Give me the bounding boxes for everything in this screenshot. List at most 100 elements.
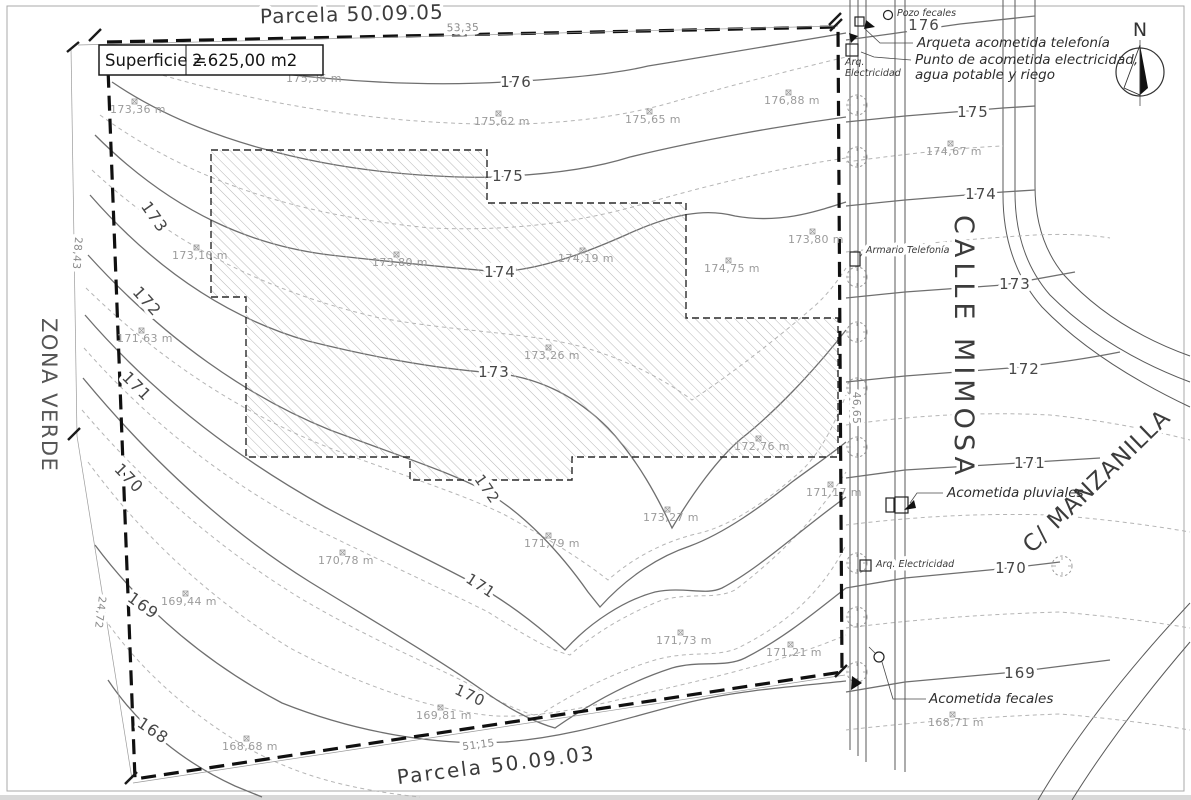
svg-text:173: 173 [999, 275, 1031, 293]
contour-labels-left: 173 172 171 170 169 168 [107, 194, 176, 751]
north-arrow: N [1115, 19, 1165, 106]
spot: 172,76 m [734, 435, 790, 453]
svg-text:174,67 m: 174,67 m [926, 145, 982, 158]
utility-annotations-top: Pozo fecales Arqueta acometida telefonía… [828, 8, 1138, 83]
pozo-fecales-icon [882, 9, 894, 21]
calle-mimosa-label: CALLE MIMOSA [948, 215, 979, 480]
svg-text:173,10 m: 173,10 m [172, 249, 228, 262]
punto-label-1: Punto de acometida electricidad, [915, 52, 1138, 68]
arrow-icon [904, 500, 916, 510]
building-footprint [210, 149, 839, 481]
svg-text:171,63 m: 171,63 m [117, 332, 173, 345]
acometida-pluviales-icon [885, 497, 895, 513]
dim-left-lower: 24,72 [92, 595, 108, 629]
surface-label: Superficie = [105, 51, 207, 70]
arq-electricidad-top-1: Arq. [844, 57, 864, 68]
armario-telefonia-icon [849, 251, 861, 267]
punto-acometida-icon [845, 43, 859, 57]
arq-electricidad-mid-label: Arq. Electricidad [875, 559, 955, 570]
dim-bottom: 51,15 [462, 737, 496, 753]
svg-text:176,88 m: 176,88 m [764, 94, 820, 107]
dim-top: 53,35 [447, 22, 480, 35]
svg-text:175,62 m: 175,62 m [474, 115, 530, 128]
svg-text:171,17 m: 171,17 m [806, 486, 862, 499]
svg-text:169: 169 [124, 588, 162, 623]
svg-text:173,80 m: 173,80 m [372, 256, 428, 269]
arrow-icon [851, 676, 862, 690]
zona-verde-label: ZONA VERDE [37, 318, 61, 472]
spot: 170,78 m [318, 549, 374, 567]
arq-electricidad-mid-icon [859, 559, 872, 572]
svg-text:170,78 m: 170,78 m [318, 554, 374, 567]
sheet-frame [6, 5, 1185, 792]
svg-text:169,44 m: 169,44 m [161, 595, 217, 608]
arrow-icon [849, 33, 858, 43]
arq-electricidad-top-2: Electricidad [845, 68, 902, 79]
spot-elevations: 173,36 m 175,36 m 175,62 m 175,65 m 176,… [110, 67, 984, 753]
dim-street: 46,65 [850, 392, 862, 425]
svg-text:175: 175 [957, 103, 989, 121]
svg-text:173,27 m: 173,27 m [643, 511, 699, 524]
svg-text:172,76 m: 172,76 m [734, 440, 790, 453]
acometida-fecales-icon [873, 651, 885, 663]
pozo-fecales-label: Pozo fecales [897, 8, 956, 19]
svg-text:173: 173 [478, 363, 510, 381]
svg-text:174: 174 [965, 185, 997, 203]
parcel-bottom-title: Parcela 50.09.03 [396, 741, 597, 789]
sheet-edge [0, 795, 1191, 800]
spot: 173,27 m [643, 506, 699, 524]
svg-text:173,26 m: 173,26 m [524, 349, 580, 362]
punto-label-2: agua potable y riego [915, 67, 1055, 83]
spot: 173,10 m [172, 244, 228, 262]
svg-text:168,71 m: 168,71 m [928, 716, 984, 729]
armario-telefonia-label: Armario Telefonía [865, 245, 950, 256]
svg-text:171: 171 [1014, 454, 1046, 472]
surface-box: Superficie = 2.625,00 m2 [98, 44, 324, 76]
parcel-top-title: Parcela 50.09.05 [260, 0, 444, 28]
spot: 175,62 m [474, 110, 530, 128]
svg-text:174: 174 [484, 263, 516, 281]
arqueta-icon [854, 16, 865, 27]
svg-text:171,79 m: 171,79 m [524, 537, 580, 550]
arqueta-label: Arqueta acometida telefonía [916, 35, 1110, 51]
svg-text:171,21 m: 171,21 m [766, 646, 822, 659]
acometida-pluviales-icon [894, 496, 909, 514]
svg-text:175: 175 [492, 167, 524, 185]
spot: 173,36 m [110, 98, 166, 116]
svg-text:176: 176 [500, 73, 532, 91]
svg-text:171,73 m: 171,73 m [656, 634, 712, 647]
acometida-fecales-label: Acometida fecales [928, 691, 1053, 707]
spot: 171,21 m [766, 641, 822, 659]
svg-text:173,80 m: 173,80 m [788, 233, 844, 246]
spot: 173,80 m [788, 228, 844, 246]
svg-text:174,75 m: 174,75 m [704, 262, 760, 275]
svg-text:171: 171 [118, 368, 155, 405]
svg-text:169: 169 [1004, 664, 1036, 682]
spot: 168,71 m [928, 711, 984, 729]
dim-left-upper: 28,43 [70, 237, 84, 270]
spot: 175,65 m [625, 108, 681, 126]
spot: 173,26 m [524, 344, 580, 362]
svg-text:170: 170 [995, 559, 1027, 577]
spot: 174,75 m [704, 257, 760, 275]
acometida-pluviales-label: Acometida pluviales [946, 485, 1084, 501]
spot: 176,88 m [764, 89, 820, 107]
spot: 173,80 m [372, 251, 428, 269]
spot: 174,19 m [558, 247, 614, 265]
svg-text:174,19 m: 174,19 m [558, 252, 614, 265]
road-contours [845, 15, 1191, 731]
svg-text:176: 176 [908, 16, 940, 34]
svg-text:168: 168 [134, 713, 172, 748]
dimension-lines [66, 18, 848, 785]
road-lines [849, 0, 1191, 800]
svg-text:171: 171 [463, 570, 499, 602]
utility-annotations-right: Armario Telefonía Acometida pluviales Ar… [849, 242, 1084, 707]
svg-text:173,36 m: 173,36 m [110, 103, 166, 116]
svg-text:170: 170 [110, 460, 147, 497]
spot: 171,63 m [117, 327, 173, 345]
svg-text:175,65 m: 175,65 m [625, 113, 681, 126]
parcel-boundary [105, 25, 844, 781]
spot: 169,81 m [416, 704, 472, 722]
